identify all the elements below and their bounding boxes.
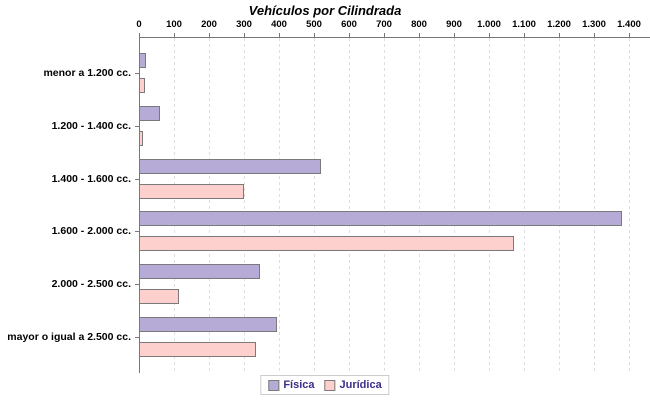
- legend-label: Jurídica: [339, 379, 382, 391]
- x-axis-tick-label: 600: [341, 19, 357, 30]
- y-axis-tick: [135, 179, 139, 180]
- gridline: [279, 38, 280, 373]
- legend-swatch-icon: [324, 379, 336, 391]
- chart-title: Vehículos por Cilindrada: [248, 3, 402, 18]
- gridline: [209, 38, 210, 373]
- gridline: [559, 38, 560, 373]
- bar-juridica: [139, 289, 179, 304]
- y-axis-category-label: 1.200 - 1.400 cc.: [51, 120, 131, 132]
- legend: Física Jurídica: [260, 375, 390, 395]
- bar-juridica: [139, 131, 143, 146]
- bar-juridica: [139, 236, 514, 251]
- y-axis-category-label: mayor o igual a 2.500 cc.: [7, 331, 131, 343]
- x-axis-tick-label: 900: [446, 19, 462, 30]
- y-axis-category-label: 1.600 - 2.000 cc.: [51, 225, 131, 237]
- bar-fisica: [139, 317, 277, 332]
- gridline: [524, 38, 525, 373]
- gridline: [174, 38, 175, 373]
- bar-juridica: [139, 78, 145, 93]
- gridline: [244, 38, 245, 373]
- x-axis-tick: [559, 33, 560, 37]
- x-axis-tick: [594, 33, 595, 37]
- x-axis-tick-label: 1.300: [582, 19, 606, 30]
- gridline: [454, 38, 455, 373]
- legend-label: Física: [283, 379, 315, 391]
- x-axis-tick: [349, 33, 350, 37]
- y-axis-line: [139, 37, 140, 373]
- gridline: [489, 38, 490, 373]
- legend-item-juridica: Jurídica: [324, 379, 382, 391]
- x-axis-tick: [419, 33, 420, 37]
- y-axis-tick: [135, 337, 139, 338]
- x-axis-tick-label: 400: [271, 19, 287, 30]
- x-axis-tick: [454, 33, 455, 37]
- x-axis-tick-label: 100: [166, 19, 182, 30]
- gridline: [594, 38, 595, 373]
- x-axis-tick: [279, 33, 280, 37]
- bar-fisica: [139, 159, 321, 174]
- x-axis-tick-label: 200: [201, 19, 217, 30]
- bar-fisica: [139, 264, 260, 279]
- legend-swatch-icon: [268, 379, 280, 391]
- x-axis-tick: [524, 33, 525, 37]
- bar-juridica: [139, 342, 256, 357]
- x-axis-tick: [384, 33, 385, 37]
- x-axis-tick: [629, 33, 630, 37]
- x-axis-tick: [139, 33, 140, 37]
- y-axis-category-label: 1.400 - 1.600 cc.: [51, 173, 131, 185]
- y-axis-tick: [135, 126, 139, 127]
- x-axis-tick-label: 1.000: [477, 19, 501, 30]
- x-axis-tick: [174, 33, 175, 37]
- gridline: [384, 38, 385, 373]
- bar-fisica: [139, 106, 160, 121]
- gridline: [349, 38, 350, 373]
- x-axis-tick-label: 500: [306, 19, 322, 30]
- x-axis-tick-label: 700: [376, 19, 392, 30]
- x-axis-tick-label: 1.200: [547, 19, 571, 30]
- y-axis-tick: [135, 284, 139, 285]
- y-axis-category-label: menor a 1.200 cc.: [43, 67, 131, 79]
- x-axis-tick-label: 1.100: [512, 19, 536, 30]
- x-axis-tick-label: 800: [411, 19, 427, 30]
- bar-juridica: [139, 184, 244, 199]
- bar-fisica: [139, 211, 622, 226]
- y-axis-tick: [135, 73, 139, 74]
- x-axis-tick: [209, 33, 210, 37]
- x-axis-tick-label: 0: [136, 19, 142, 30]
- gridline: [314, 38, 315, 373]
- x-axis-tick: [489, 33, 490, 37]
- gridline: [629, 38, 630, 373]
- x-axis-tick-label: 300: [236, 19, 252, 30]
- x-axis-line: [139, 37, 650, 38]
- y-axis-tick: [135, 231, 139, 232]
- y-axis-category-label: 2.000 - 2.500 cc.: [51, 278, 131, 290]
- legend-item-fisica: Física: [268, 379, 315, 391]
- x-axis-tick: [314, 33, 315, 37]
- bar-fisica: [139, 53, 146, 68]
- x-axis-tick: [244, 33, 245, 37]
- x-axis-tick-label: 1.400: [617, 19, 641, 30]
- gridline: [419, 38, 420, 373]
